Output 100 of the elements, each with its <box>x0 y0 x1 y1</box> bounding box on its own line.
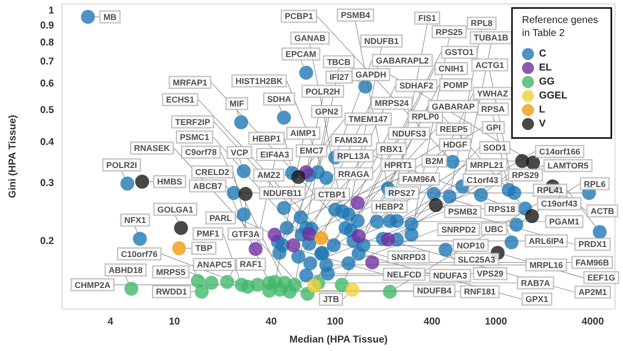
data-label: RPL6 <box>584 178 606 189</box>
x-tick-label: 4000 <box>582 316 604 328</box>
data-label: C19orf43 <box>541 198 578 209</box>
data-label: RPS27 <box>388 188 416 198</box>
data-label: JTB <box>322 294 340 304</box>
data-label: EIF4A3 <box>260 149 290 160</box>
data-label: CTBP1 <box>318 189 346 200</box>
y-tick-label: 0.8 <box>40 37 54 48</box>
data-label: RPL8 <box>470 18 493 28</box>
data-label: FAM96A <box>402 174 436 184</box>
data-label: PSMC1 <box>180 132 210 142</box>
data-label: ECHS1 <box>166 94 195 105</box>
data-label: MRFAP1 <box>172 77 208 88</box>
data-label: ACTG1 <box>475 60 504 70</box>
data-label: SNRPD2 <box>441 224 476 235</box>
data-label: NDUFS3 <box>392 128 426 138</box>
data-label: POMP <box>443 80 469 90</box>
data-label: HPRT1 <box>384 160 412 170</box>
data-label: PCBP1 <box>284 11 314 22</box>
x-tick-label: 10 <box>168 316 180 328</box>
data-label: UBC <box>484 224 504 234</box>
data-label: FAM96B <box>575 257 609 268</box>
x-tick-label: 1000 <box>484 316 508 328</box>
data-label: PGAM1 <box>549 216 580 227</box>
data-label: RPS18 <box>488 204 516 214</box>
data-label: RNASEK <box>134 143 171 154</box>
data-label: FAM32A <box>334 135 368 146</box>
data-label: TBP <box>195 243 213 254</box>
data-label: GAPDH <box>356 70 386 80</box>
data-label: CRELD2 <box>195 166 230 177</box>
y-tick-label: 0.5 <box>40 104 54 116</box>
data-label: GOLGA1 <box>157 204 194 214</box>
data-label: PARL <box>209 212 232 223</box>
data-label: GPX1 <box>526 294 548 304</box>
y-tick-label: 1 <box>48 5 54 16</box>
legend-title: Reference genes in Table 2 <box>522 15 601 39</box>
data-label: ABHD18 <box>108 265 143 276</box>
data-label: PMF1 <box>196 228 220 239</box>
x-tick-label: 4 <box>108 316 114 328</box>
data-label: AP2M1 <box>578 287 608 298</box>
data-label: MB <box>103 12 117 22</box>
data-label: ANAPC5 <box>196 260 232 270</box>
data-label: GPN2 <box>315 106 339 116</box>
data-label: HEBP2 <box>375 202 404 212</box>
data-label: RNF181 <box>464 286 496 297</box>
y-tick-label: 0.7 <box>40 56 54 68</box>
data-label: MRPL21 <box>470 160 504 170</box>
x-tick-label: 40 <box>266 316 278 328</box>
data-label: AIMP1 <box>290 128 317 138</box>
x-axis-title: Median (HPA Tissue) <box>289 334 388 346</box>
y-tick-label: 0.2 <box>40 236 54 248</box>
data-label: CNIH1 <box>438 64 464 74</box>
x-tick-label: 400 <box>424 316 441 328</box>
data-label: RRAGA <box>338 168 370 179</box>
data-label: LAMTOR5 <box>548 160 589 171</box>
data-label: HMBS <box>157 176 182 187</box>
y-tick-label: 0.9 <box>40 20 54 32</box>
data-label: YWHAZ <box>476 88 508 98</box>
data-label: FIS1 <box>418 13 436 24</box>
data-label: POLR2H <box>306 86 340 96</box>
data-label: C1orf43 <box>466 174 498 185</box>
data-label: VCP <box>230 147 249 158</box>
data-label: MRPS24 <box>374 98 410 108</box>
y-tick-label: 0.3 <box>40 178 54 190</box>
legend-label: C <box>539 48 546 60</box>
y-tick-label: 0.4 <box>40 136 54 148</box>
data-label: NDUFB11 <box>263 188 302 198</box>
data-label: SDHA <box>267 94 292 104</box>
data-label: RAB7A <box>520 278 550 288</box>
data-label: ABCB7 <box>192 180 223 191</box>
data-label: RPLP0 <box>412 112 440 122</box>
data-label: PSMB2 <box>448 206 478 217</box>
data-label: GSTO1 <box>445 47 474 58</box>
legend-label: GGEL <box>539 90 568 102</box>
data-label: NFX1 <box>124 215 146 226</box>
y-tick-label: 0.6 <box>40 78 54 90</box>
data-label: AMZ2 <box>257 170 281 180</box>
data-label: EEF1G <box>587 272 616 283</box>
data-label: CHMP2A <box>74 280 110 290</box>
data-label: IFI27 <box>329 72 350 82</box>
data-label: MRPS5 <box>156 266 186 277</box>
data-label: SNRPD3 <box>391 252 426 262</box>
x-tick-label: 100 <box>326 316 344 328</box>
data-label: B2M <box>425 156 444 166</box>
data-label: GABARAP <box>432 101 476 112</box>
y-axis-title: Gini (HPA Tissue) <box>8 114 18 198</box>
data-label: SOD1 <box>483 142 507 153</box>
data-label: TMEM147 <box>348 114 388 124</box>
data-label: NDUFB1 <box>364 36 399 46</box>
data-label: EMC7 <box>300 146 324 156</box>
legend-label: V <box>539 118 546 130</box>
data-label: RPS25 <box>436 26 463 37</box>
data-label: ARL6IP4 <box>528 236 564 246</box>
data-label: RPL41 <box>536 185 564 196</box>
data-label: NOP10 <box>456 240 485 250</box>
data-label: HEBP1 <box>252 133 281 144</box>
data-label: MIF <box>229 98 244 109</box>
data-label: RPS29 <box>512 170 540 180</box>
data-label: VPS29 <box>476 268 504 279</box>
data-label: NELFCD <box>386 269 422 280</box>
